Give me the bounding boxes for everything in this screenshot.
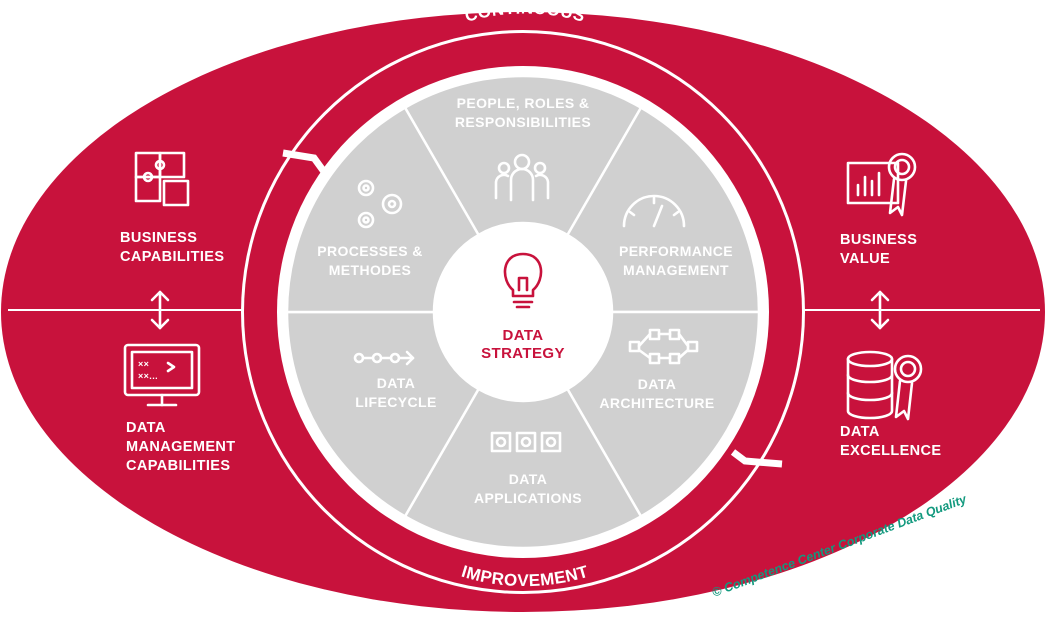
segment-label-6-line2: METHODES: [329, 262, 412, 278]
ring-notch-right: [730, 449, 783, 468]
architecture-icon: [628, 328, 699, 365]
center-title-line2: STRATEGY: [481, 345, 565, 362]
ring-notch-left: [282, 149, 333, 183]
lifecycle-icon: [353, 350, 415, 366]
segment-label-2-line2: MANAGEMENT: [623, 262, 729, 278]
business-value-line1: BUSINESS: [840, 232, 917, 248]
lightbulb-icon: [503, 252, 543, 309]
segment-label-3-line1: DATA: [638, 376, 676, 392]
people-icon: [494, 153, 550, 202]
segment-label-5-line1: DATA: [377, 375, 415, 391]
segment-label-1-line2: RESPONSIBILITIES: [455, 114, 591, 130]
segment-label-2-line1: PERFORMANCE: [619, 243, 733, 259]
monitor-icon: ×× ××...: [123, 343, 201, 407]
gauge-icon: [622, 194, 686, 228]
segment-label-6-line1: PROCESSES &: [317, 243, 423, 259]
business-capabilities-line2: CAPABILITIES: [120, 249, 224, 265]
applications-icon: [490, 431, 562, 453]
segment-label-4-line2: APPLICATIONS: [474, 490, 582, 506]
segment-label-5-line2: LIFECYCLE: [355, 394, 436, 410]
data-management-capabilities-line1: DATA: [126, 420, 166, 436]
chart-award-icon: [846, 152, 917, 217]
business-capabilities-line1: BUSINESS: [120, 230, 197, 246]
segment-label-4-line1: DATA: [509, 471, 547, 487]
gears-icon: [357, 179, 403, 229]
svg-text:××...: ××...: [138, 371, 158, 381]
center-title-line1: DATA: [502, 327, 543, 344]
data-management-capabilities-line2: MANAGEMENT: [126, 439, 236, 455]
svg-text:××: ××: [138, 359, 149, 369]
data-excellence-line1: DATA: [840, 424, 880, 440]
data-excellence-line2: EXCELLENCE: [840, 443, 942, 459]
business-value-line2: VALUE: [840, 251, 890, 267]
double-arrow-icon: [150, 290, 170, 330]
data-management-capabilities-line3: CAPABILITIES: [126, 458, 230, 474]
segment-label-1-line1: PEOPLE, ROLES &: [457, 95, 590, 111]
center-circle: [434, 223, 612, 401]
double-arrow-icon: [870, 290, 890, 330]
puzzle-icon: [134, 151, 190, 207]
database-award-icon: [846, 350, 923, 421]
segment-label-3-line2: ARCHITECTURE: [599, 395, 714, 411]
